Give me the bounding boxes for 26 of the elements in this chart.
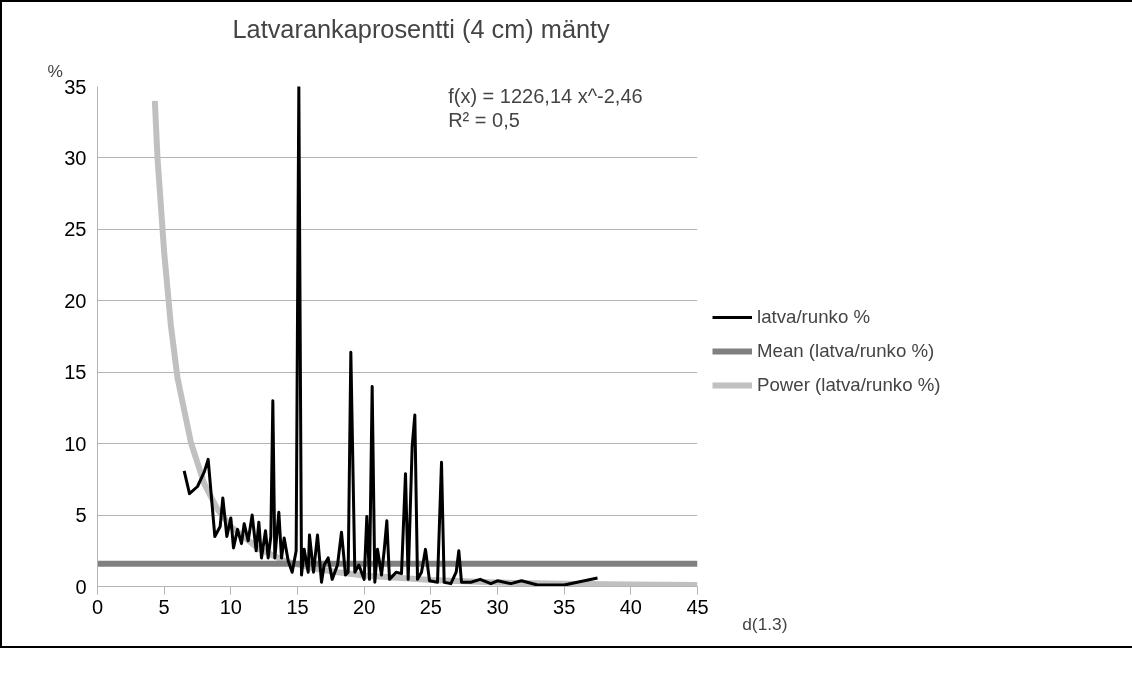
x-tick-label: 15 <box>286 595 309 618</box>
annotation: f(x) = 1226,14 x^-2,46 <box>448 84 643 107</box>
x-tick-label: 20 <box>353 595 376 618</box>
x-tick-label: 40 <box>619 595 642 618</box>
y-tick-label: 5 <box>75 504 87 527</box>
y-tick-label: 10 <box>64 432 87 455</box>
x-tick-label: 10 <box>219 595 242 618</box>
chart-title: Latvarankaprosentti (4 cm) mänty <box>232 14 611 43</box>
legend-label: Power (latva/runko %) <box>757 374 941 396</box>
x-tick-label: 45 <box>686 595 709 618</box>
annotation: R² = 0,5 <box>448 108 520 131</box>
x-tick-label: 30 <box>486 595 509 618</box>
x-tick-label: 5 <box>158 595 170 618</box>
x-tick-label: 25 <box>419 595 442 618</box>
y-axis-title: % <box>47 60 63 81</box>
x-tick-label: 35 <box>553 595 576 618</box>
y-tick-label: 15 <box>64 361 87 384</box>
y-tick-label: 0 <box>75 575 87 598</box>
x-tick-label: 0 <box>91 595 104 618</box>
y-tick-label: 20 <box>64 289 87 312</box>
y-tick-label: 25 <box>64 218 87 241</box>
x-axis-title: d(1.3) <box>742 613 788 634</box>
legend-label: latva/runko % <box>757 306 871 328</box>
legend-label: Mean (latva/runko %) <box>757 340 935 362</box>
y-tick-label: 35 <box>64 75 87 98</box>
y-tick-label: 30 <box>64 146 87 169</box>
